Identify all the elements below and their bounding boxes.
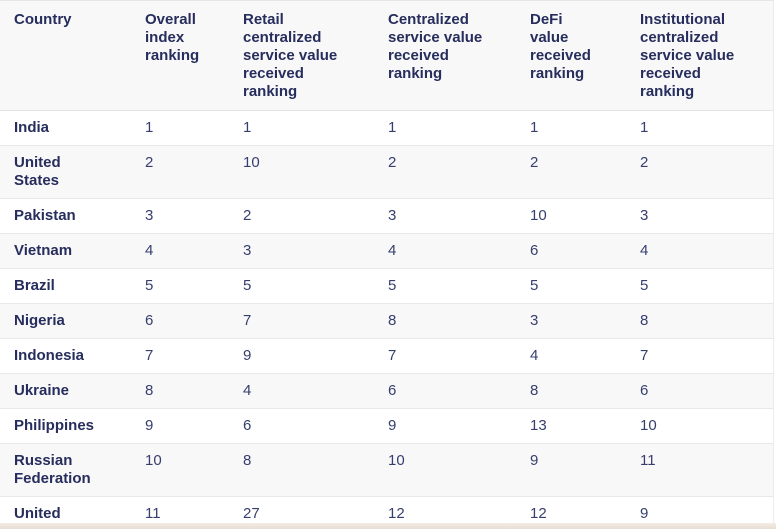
column-header: Retail centralized service value receive… bbox=[229, 0, 374, 111]
ranking-cell: 10 bbox=[374, 443, 516, 497]
ranking-cell: 8 bbox=[626, 303, 773, 339]
ranking-cell: 4 bbox=[374, 233, 516, 269]
ranking-cell: 1 bbox=[516, 110, 626, 146]
country-cell: Ukraine bbox=[0, 373, 131, 409]
ranking-cell: 10 bbox=[229, 145, 374, 199]
ranking-cell: 7 bbox=[374, 338, 516, 374]
ranking-cell: 6 bbox=[131, 303, 229, 339]
ranking-cell: 2 bbox=[131, 145, 229, 199]
ranking-cell: 3 bbox=[229, 233, 374, 269]
ranking-cell: 10 bbox=[516, 198, 626, 234]
ranking-cell: 9 bbox=[229, 338, 374, 374]
table-row: Nigeria 6 7 8 3 8 bbox=[0, 303, 773, 339]
ranking-cell: 2 bbox=[516, 145, 626, 199]
ranking-cell: 1 bbox=[131, 110, 229, 146]
column-header: Centralized service value received ranki… bbox=[374, 0, 516, 111]
ranking-cell: 5 bbox=[374, 268, 516, 304]
country-cell: Indonesia bbox=[0, 338, 131, 374]
country-cell: India bbox=[0, 110, 131, 146]
country-cell: Philippines bbox=[0, 408, 131, 444]
table-row: Indonesia 7 9 7 4 7 bbox=[0, 338, 773, 374]
table-header: Country Overall index ranking Retail centr… bbox=[0, 0, 773, 111]
country-cell: Pakistan bbox=[0, 198, 131, 234]
ranking-cell: 3 bbox=[626, 198, 773, 234]
ranking-cell: 10 bbox=[626, 408, 773, 444]
ranking-cell: 8 bbox=[516, 373, 626, 409]
country-cell: Russian Federation bbox=[0, 443, 131, 497]
table-row: Pakistan 3 2 3 10 3 bbox=[0, 198, 773, 234]
ranking-cell: 6 bbox=[626, 373, 773, 409]
ranking-cell: 5 bbox=[516, 268, 626, 304]
column-header: Country bbox=[0, 0, 131, 111]
ranking-cell: 11 bbox=[626, 443, 773, 497]
ranking-cell: 8 bbox=[131, 373, 229, 409]
column-header: Institutional centralized service value … bbox=[626, 0, 773, 111]
ranking-cell: 3 bbox=[374, 198, 516, 234]
table-row: Brazil 5 5 5 5 5 bbox=[0, 268, 773, 304]
ranking-cell: 6 bbox=[229, 408, 374, 444]
ranking-cell: 9 bbox=[516, 443, 626, 497]
ranking-cell: 7 bbox=[229, 303, 374, 339]
ranking-cell: 9 bbox=[131, 408, 229, 444]
table-row: Philippines 9 6 9 13 10 bbox=[0, 408, 773, 444]
ranking-cell: 8 bbox=[374, 303, 516, 339]
table-row: United States 2 10 2 2 2 bbox=[0, 145, 773, 199]
ranking-cell: 7 bbox=[626, 338, 773, 374]
table-row: Vietnam 4 3 4 6 4 bbox=[0, 233, 773, 269]
ranking-cell: 5 bbox=[229, 268, 374, 304]
ranking-cell: 1 bbox=[229, 110, 374, 146]
ranking-cell: 5 bbox=[626, 268, 773, 304]
ranking-cell: 5 bbox=[131, 268, 229, 304]
table-row: Ukraine 8 4 6 8 6 bbox=[0, 373, 773, 409]
table-row: Russian Federation 10 8 10 9 11 bbox=[0, 443, 773, 497]
ranking-cell: 2 bbox=[626, 145, 773, 199]
column-header: Overall index ranking bbox=[131, 0, 229, 111]
column-header: DeFi value received ranking bbox=[516, 0, 626, 111]
country-cell: Vietnam bbox=[0, 233, 131, 269]
ranking-cell: 7 bbox=[131, 338, 229, 374]
ranking-cell: 6 bbox=[374, 373, 516, 409]
ranking-cell: 2 bbox=[374, 145, 516, 199]
ranking-cell: 4 bbox=[626, 233, 773, 269]
ranking-cell: 1 bbox=[626, 110, 773, 146]
ranking-cell: 2 bbox=[229, 198, 374, 234]
table-body: India 1 1 1 1 1 United States 2 10 2 2 2 Pakistan 3 2 3… bbox=[0, 110, 773, 529]
ranking-cell: 10 bbox=[131, 443, 229, 497]
country-cell: United States bbox=[0, 145, 131, 199]
table-row: India 1 1 1 1 1 bbox=[0, 110, 773, 146]
country-cell: Nigeria bbox=[0, 303, 131, 339]
ranking-cell: 13 bbox=[516, 408, 626, 444]
ranking-cell: 6 bbox=[516, 233, 626, 269]
ranking-cell: 4 bbox=[516, 338, 626, 374]
ranking-cell: 3 bbox=[131, 198, 229, 234]
header-row: Country Overall index ranking Retail centr… bbox=[0, 0, 773, 111]
ranking-cell: 3 bbox=[516, 303, 626, 339]
page-section-divider bbox=[0, 523, 776, 529]
ranking-cell: 1 bbox=[374, 110, 516, 146]
ranking-cell: 4 bbox=[229, 373, 374, 409]
country-cell: Brazil bbox=[0, 268, 131, 304]
ranking-cell: 8 bbox=[229, 443, 374, 497]
ranking-cell: 9 bbox=[374, 408, 516, 444]
ranking-cell: 4 bbox=[131, 233, 229, 269]
